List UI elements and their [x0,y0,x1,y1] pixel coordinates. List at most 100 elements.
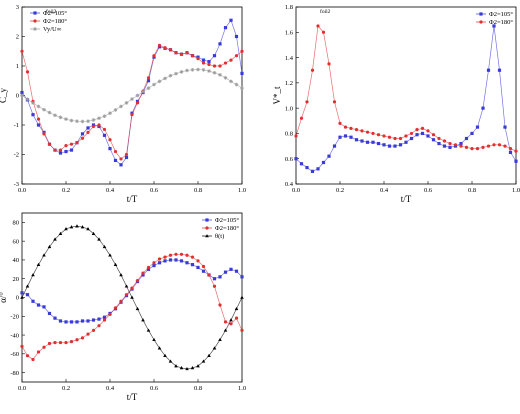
x-axis-label: t/T [127,392,138,402]
data-point [201,264,206,269]
data-point [349,126,353,130]
data-point [240,275,244,279]
data-point [146,328,151,332]
data-point [47,244,52,249]
data-point [75,320,79,324]
y-tick-label: 1.0 [285,105,293,112]
data-point [58,115,63,120]
data-point [102,133,107,137]
x-tick-label: 1.0 [512,187,520,194]
data-point [442,144,447,148]
y-tick-label: 0.8 [285,131,293,138]
data-point [168,73,173,78]
data-point [415,133,419,137]
data-point [58,148,63,152]
data-point [305,165,309,170]
data-point [168,253,173,257]
data-point [86,130,90,134]
data-point [91,231,96,235]
data-point [185,51,189,55]
data-point [86,126,90,130]
data-point [64,117,68,121]
data-point [354,128,359,132]
data-point [20,93,24,98]
data-point [113,149,118,154]
data-point [470,147,474,151]
data-point [146,79,151,83]
data-point [218,72,222,77]
data-point [415,128,419,132]
y-tick-label: 60 [13,238,20,245]
data-point [409,136,414,141]
series-line [295,25,517,152]
legend-marker [205,226,209,230]
data-point [185,261,189,265]
data-point [69,142,74,146]
data-point [179,259,184,263]
data-point [36,262,41,266]
data-point [86,319,90,323]
data-point [431,138,436,142]
x-tick-label: 0.6 [424,187,433,194]
data-point [86,227,90,231]
data-point [492,143,496,147]
data-point [152,54,156,58]
data-point [201,58,206,62]
data-point [354,138,359,142]
data-point [102,127,107,132]
data-point [229,18,233,22]
x-tick-label: 0.2 [336,187,344,194]
legend-label: Φ2=105° [215,217,239,224]
data-point [36,350,41,354]
data-point [240,71,244,75]
data-point [387,135,392,139]
panel-annotation: foil2 [46,8,57,15]
data-point [53,316,57,320]
data-point [152,263,156,268]
x-tick-label: 0.8 [194,187,202,194]
data-point [492,24,496,28]
data-point [234,306,239,311]
data-point [108,147,112,151]
data-point [218,64,222,68]
data-point [20,291,24,295]
y-tick-label: -3 [14,181,19,188]
data-point [229,318,233,322]
data-point [299,162,304,166]
y-tick-label: 1 [16,63,19,70]
legend-marker [33,11,37,15]
legend: Φ2=105°Φ2=180°Vy/U∞ [30,10,67,33]
data-point [207,62,211,67]
data-point [130,97,134,101]
data-point [47,110,52,115]
data-point [53,237,57,241]
data-point [42,132,46,136]
data-point [508,147,513,151]
data-point [135,93,140,98]
data-point [108,253,112,257]
data-point [223,320,228,324]
data-point [475,125,480,129]
data-point [382,134,386,138]
data-point [212,54,217,58]
data-point [168,258,173,262]
data-point [185,68,189,73]
data-point [393,136,397,141]
data-point [223,270,228,274]
legend-marker [479,20,483,24]
data-point [426,134,430,138]
data-point [185,253,189,257]
data-point [124,155,129,160]
data-point [431,133,436,137]
data-point [387,144,392,148]
data-point [20,344,24,348]
data-point [376,133,381,137]
data-point [119,299,123,303]
data-point [218,42,222,46]
data-point [223,61,228,65]
data-point [316,167,320,171]
data-point [190,67,195,72]
data-point [179,252,184,256]
data-point [108,111,112,116]
data-point [212,284,217,288]
